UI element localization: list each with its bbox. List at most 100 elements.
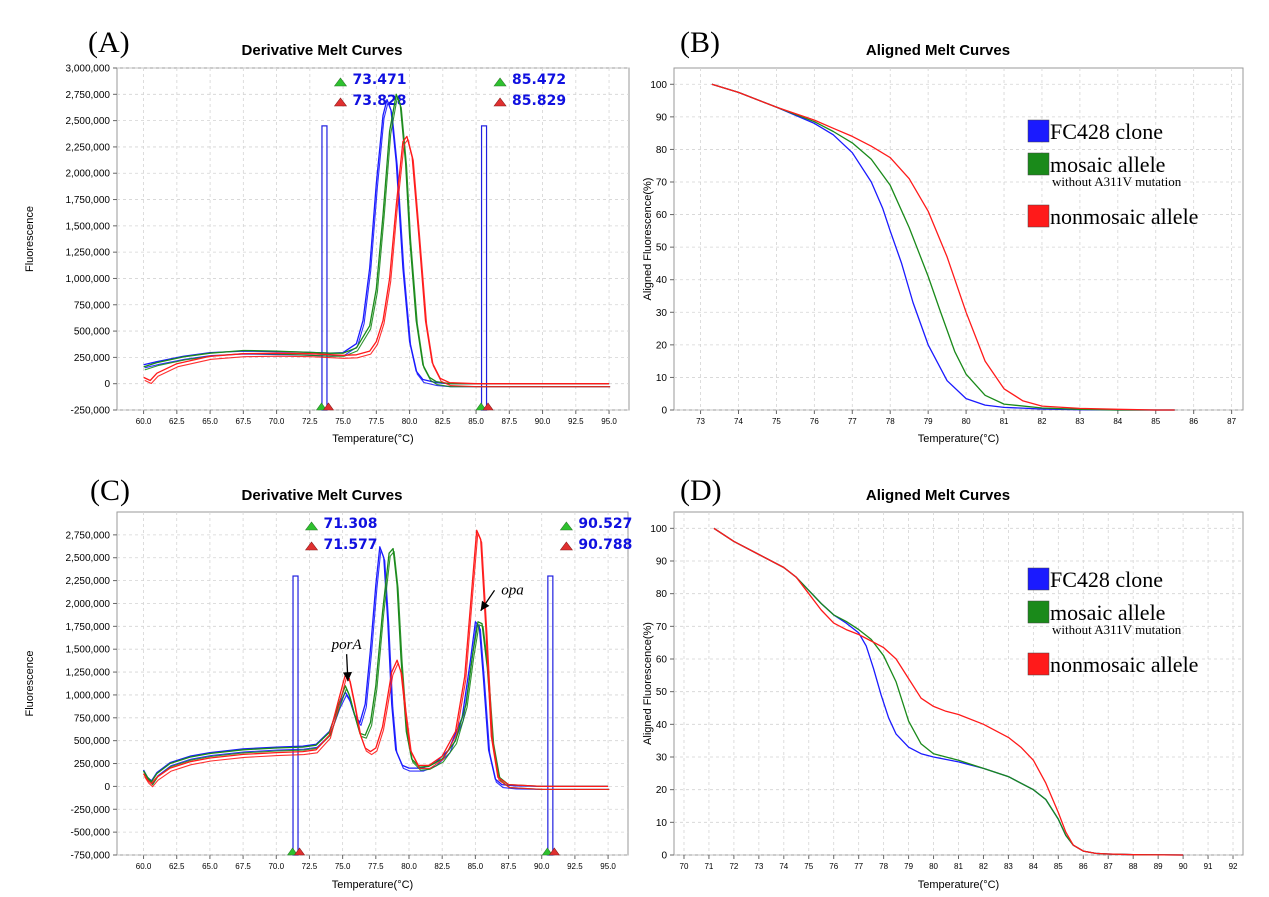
y-tick-label: 1,500,000 (66, 221, 111, 232)
y-tick-label: 20 (656, 340, 668, 351)
red-triangle-icon (333, 97, 348, 107)
x-axis-label: Temperature(°C) (332, 879, 413, 891)
legend-label: FC428 clone (1050, 567, 1163, 592)
red-handle-icon[interactable] (548, 847, 560, 856)
plot-area (673, 67, 1244, 411)
y-tick-label: 2,250,000 (66, 576, 111, 587)
annotation-text: opa (501, 582, 524, 598)
melt-region-marker[interactable]: 90.527 90.788 (541, 516, 632, 856)
marker-value-green: 71.308 (324, 516, 378, 532)
x-tick-label: 81 (954, 862, 963, 871)
red-handle-icon[interactable] (293, 847, 306, 856)
y-tick-label: 2,500,000 (66, 553, 111, 564)
melt-region-marker[interactable]: 71.308 71.577 (286, 516, 378, 856)
series-line-green (143, 93, 610, 385)
x-tick-label: 79 (924, 417, 933, 426)
x-tick-label: 91 (1204, 862, 1213, 871)
melt-region-marker[interactable]: 85.472 85.829 (475, 72, 566, 411)
x-axis-label: Temperature(°C) (332, 433, 413, 445)
y-tick-label: 1,750,000 (66, 195, 111, 206)
x-tick-label: 92 (1229, 862, 1238, 871)
panel-label: (C) (90, 474, 130, 507)
green-handle-icon[interactable] (541, 847, 553, 856)
y-tick-label: -250,000 (71, 406, 111, 417)
y-tick-label: 250,000 (74, 353, 111, 364)
x-tick-label: 87 (1104, 862, 1113, 871)
y-tick-label: 70 (656, 622, 668, 633)
x-tick-label: 72.5 (302, 417, 318, 426)
x-tick-label: 95.0 (600, 862, 616, 871)
marker-value-red: 85.829 (512, 93, 566, 109)
x-tick-label: 75.0 (335, 417, 351, 426)
series-replicate-green (144, 551, 610, 790)
panel-label: (D) (680, 474, 722, 507)
red-handle-icon[interactable] (482, 402, 494, 411)
legend-swatch (1027, 567, 1050, 591)
x-axis-label: Temperature(°C) (918, 879, 999, 891)
x-tick-label: 79 (904, 862, 913, 871)
y-tick-label: 2,750,000 (66, 90, 111, 101)
x-tick-label: 82.5 (435, 417, 451, 426)
y-tick-label: 30 (656, 308, 668, 319)
y-tick-label: 1,500,000 (66, 645, 111, 656)
x-tick-label: 67.5 (236, 417, 252, 426)
chart-title: Aligned Melt Curves (866, 42, 1010, 59)
x-tick-label: 70 (680, 862, 689, 871)
series-line-red (713, 527, 1184, 856)
marker-value-red: 71.577 (324, 537, 378, 553)
arrow-head-icon (343, 672, 352, 682)
x-tick-label: 84 (1113, 417, 1122, 426)
y-tick-label: -500,000 (71, 828, 111, 839)
x-tick-label: 78 (886, 417, 895, 426)
grid: 60.0 62.5 65.0 67.5 70.0 72.5 75.0 77.5 80.0 82.5… (66, 512, 628, 871)
y-tick-label: 10 (656, 818, 668, 829)
chart-title: Aligned Melt Curves (866, 487, 1010, 504)
x-tick-label: 84 (1029, 862, 1038, 871)
x-tick-label: 85.0 (468, 862, 484, 871)
green-triangle-icon (333, 77, 348, 87)
y-tick-label: 80 (656, 145, 668, 156)
green-handle-icon[interactable] (286, 847, 299, 856)
x-tick-label: 75 (772, 417, 781, 426)
red-handle-icon[interactable] (322, 402, 335, 411)
red-triangle-icon (493, 97, 507, 107)
y-tick-label: 500,000 (74, 327, 111, 338)
plot-area (673, 511, 1244, 856)
x-tick-label: 74 (779, 862, 788, 871)
x-tick-label: 67.5 (235, 862, 251, 871)
x-tick-label: 88 (1129, 862, 1138, 871)
x-tick-label: 60.0 (136, 417, 152, 426)
green-triangle-icon (304, 521, 319, 531)
x-tick-label: 77 (848, 417, 857, 426)
series-line-blue (142, 546, 609, 788)
x-tick-label: 70.0 (269, 417, 285, 426)
y-tick-label: 0 (661, 406, 667, 417)
x-tick-label: 82.5 (434, 862, 450, 871)
x-tick-label: 70.0 (268, 862, 284, 871)
series-line-green (142, 547, 609, 788)
marker-value-red: 73.828 (352, 93, 406, 109)
x-tick-label: 90 (1179, 862, 1188, 871)
x-tick-label: 81 (1000, 417, 1009, 426)
x-tick-label: 60.0 (136, 862, 152, 871)
marker-value-green: 90.527 (578, 516, 632, 532)
y-tick-label: 250,000 (74, 759, 111, 770)
x-tick-label: 80.0 (401, 862, 417, 871)
x-tick-label: 75.0 (335, 862, 351, 871)
x-tick-label: 85 (1054, 862, 1063, 871)
legend-label: mosaic allele (1050, 152, 1165, 177)
green-handle-icon[interactable] (475, 402, 487, 411)
panel-label: (B) (680, 26, 720, 59)
grid: 70 71 72 73 74 75 76 77 78 79 80 81 82 83 84 85 86 87 88 89… (650, 512, 1243, 871)
x-tick-label: 71 (704, 862, 713, 871)
y-tick-label: 3,000,000 (66, 64, 111, 75)
y-tick-label: 0 (661, 851, 667, 862)
x-tick-label: 90.0 (534, 862, 550, 871)
melt-region-marker[interactable]: 73.471 73.828 (315, 72, 406, 411)
marker-value-green: 73.471 (352, 72, 406, 88)
y-tick-label: 1,750,000 (66, 622, 111, 633)
y-tick-label: 750,000 (74, 713, 111, 724)
green-handle-icon[interactable] (315, 402, 328, 411)
